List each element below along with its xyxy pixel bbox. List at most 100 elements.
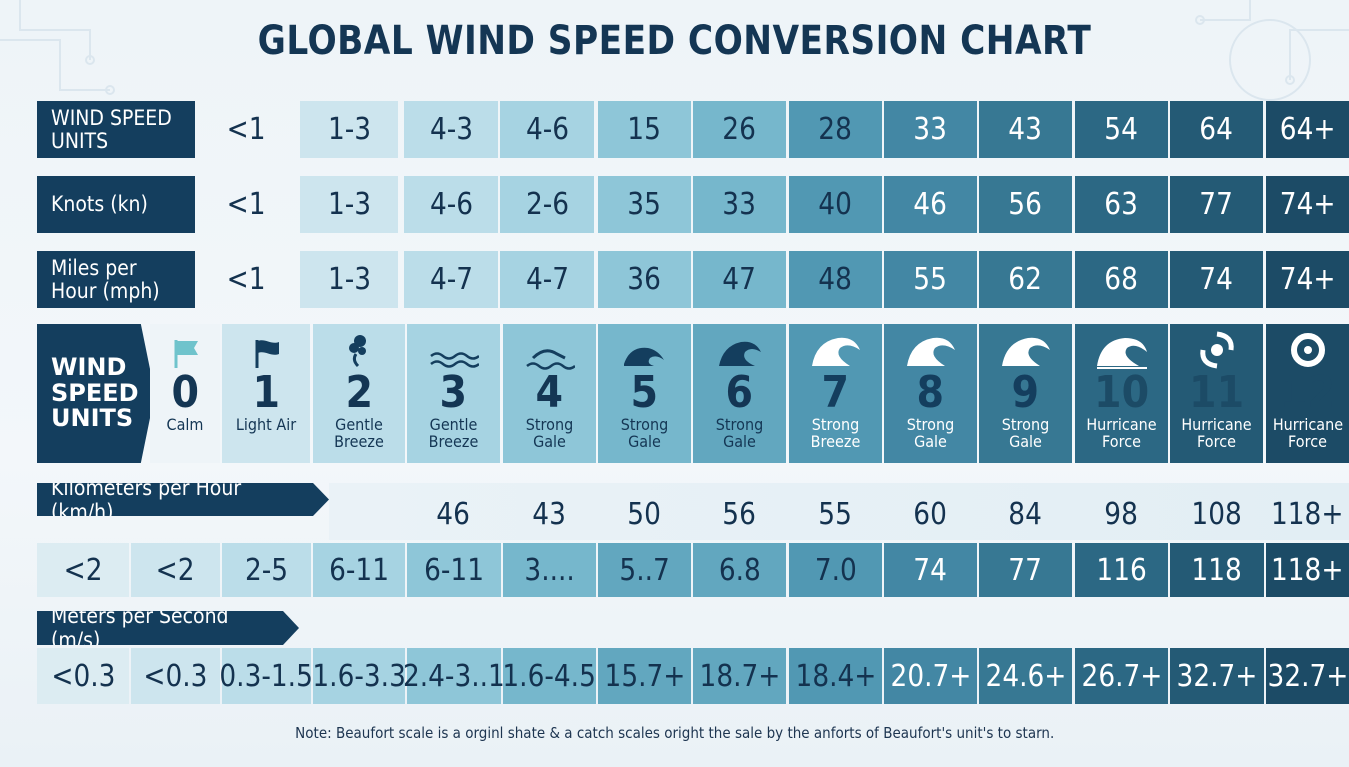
cell-text: 48 [818,262,853,297]
row-label-mph: Miles per Hour (mph) [37,251,195,308]
table-cell: <0.3 [37,648,129,704]
cell-text: 56 [722,496,757,532]
beaufort-number: 5 [630,367,659,418]
cell-text: 84 [1008,496,1043,532]
cell-text: 7.0 [814,552,857,588]
beaufort-description: Light Air [235,415,297,434]
beaufort-description: Hurricane Force [1181,415,1252,451]
cell-text: 4-7 [429,262,473,297]
cell-text: 74+ [1279,262,1336,297]
table-cell: 36 [598,251,691,308]
kmh-strip [329,483,1349,540]
cell-text: 98 [1104,496,1139,532]
cell-text: 20.7+ [890,658,971,694]
table-cell: 108 [1170,488,1263,540]
table-cell: 118+ [1266,488,1349,540]
cell-text: <2 [63,552,103,588]
cell-text: <0.3 [50,658,116,694]
table-cell: 33 [884,101,977,158]
table-cell: 18.4+ [789,648,882,704]
table-cell: 2-6 [500,176,594,233]
cell-text: <1 [226,187,266,222]
table-cell: 55 [789,488,882,540]
table-cell: 54 [1075,101,1168,158]
table-cell: 118+ [1266,543,1349,597]
cell-text: 50 [627,496,662,532]
ripple-icon [424,332,484,370]
beaufort-number: 4 [535,367,564,418]
beaufort-level-4: 4 Strong Gale [503,324,596,463]
beaufort-label-text: WIND SPEED UNITS [51,352,139,433]
table-cell: 15.7+ [598,648,691,704]
table-cell: 63 [1075,176,1168,233]
beaufort-level-12: 12 Hurricane Force [1266,324,1349,463]
cell-text: 2-5 [244,552,289,588]
cell-text: 28 [818,112,853,147]
cell-text: 43 [532,496,567,532]
table-cell: 56 [979,176,1072,233]
beaufort-description: Strong Gale [1001,415,1050,451]
table-cell: <1 [205,176,287,233]
cell-text: 2.4-3..1 [403,658,505,694]
cell-text: 5..7 [619,552,670,588]
cell-text: 32.7+ [1176,658,1258,694]
cell-text: 116 [1096,552,1147,588]
row-label-units: WIND SPEED UNITS [37,101,195,158]
wave-icon [615,332,675,370]
beaufort-label: WIND SPEED UNITS [37,324,155,463]
table-cell: 64 [1170,101,1263,158]
table-cell: 46 [407,488,500,540]
table-cell: 33 [693,176,786,233]
cell-text: 47 [722,262,757,297]
cell-text: 54 [1104,112,1139,147]
smoke-icon [329,332,389,370]
beaufort-number: 11 [1188,367,1245,418]
cell-text: 1-3 [327,112,371,147]
table-cell: 4-7 [500,251,594,308]
small-wave-icon [520,332,580,370]
table-cell: 48 [789,251,882,308]
cell-text: 55 [913,262,948,297]
cell-text: 64 [1199,112,1234,147]
beaufort-level-1: 1 Light Air [222,324,310,463]
table-cell: 2-5 [222,543,311,597]
table-cell: 24.6+ [979,648,1072,704]
beaufort-description: Calm [166,415,204,434]
beaufort-description: Gentle Breeze [334,415,384,451]
beaufort-level-7: 7 Strong Breeze [789,324,882,463]
row-label-text: Knots (kn) [51,192,148,217]
cell-text: 74 [913,552,948,588]
table-cell: 1-3 [300,251,398,308]
beaufort-level-2: 2 Gentle Breeze [313,324,405,463]
cell-text: 64+ [1279,112,1336,147]
beaufort-description: Strong Gale [906,415,955,451]
beaufort-description: Hurricane Force [1086,415,1157,451]
beaufort-description: Strong Breeze [810,415,861,451]
beaufort-level-5: 5 Strong Gale [598,324,691,463]
cell-text: 24.6+ [985,658,1066,694]
cell-text: 33 [722,187,757,222]
table-cell: 3.... [503,543,596,597]
cell-text: 77 [1199,187,1234,222]
beaufort-number: 6 [725,367,754,418]
table-cell: 6-11 [407,543,501,597]
cell-text: 77 [1008,552,1043,588]
cell-text: 74 [1199,262,1234,297]
table-cell: 68 [1075,251,1168,308]
kmh-label: Kilometers per Hour (km/h) [37,483,329,516]
curl-wave-icon [806,332,866,370]
footnote-text: Note: Beaufort scale is a orginl shate &… [294,724,1055,742]
row-label-text: Miles per Hour (mph) [51,256,160,303]
beaufort-level-3: 3 Gentle Breeze [407,324,500,463]
row-label-knots: Knots (kn) [37,176,195,233]
table-cell: 74 [1170,251,1263,308]
cell-text: <2 [156,552,195,588]
table-cell: 20.7+ [884,648,977,704]
beaufort-number: 12 [1279,367,1336,418]
table-cell: 5..7 [598,543,691,597]
cell-text: <0.3 [143,658,208,694]
cell-text: 6-11 [424,552,484,588]
beaufort-level-9: 9 Strong Gale [979,324,1072,463]
beaufort-description: Gentle Breeze [428,415,479,451]
table-cell: 4-6 [500,101,594,158]
